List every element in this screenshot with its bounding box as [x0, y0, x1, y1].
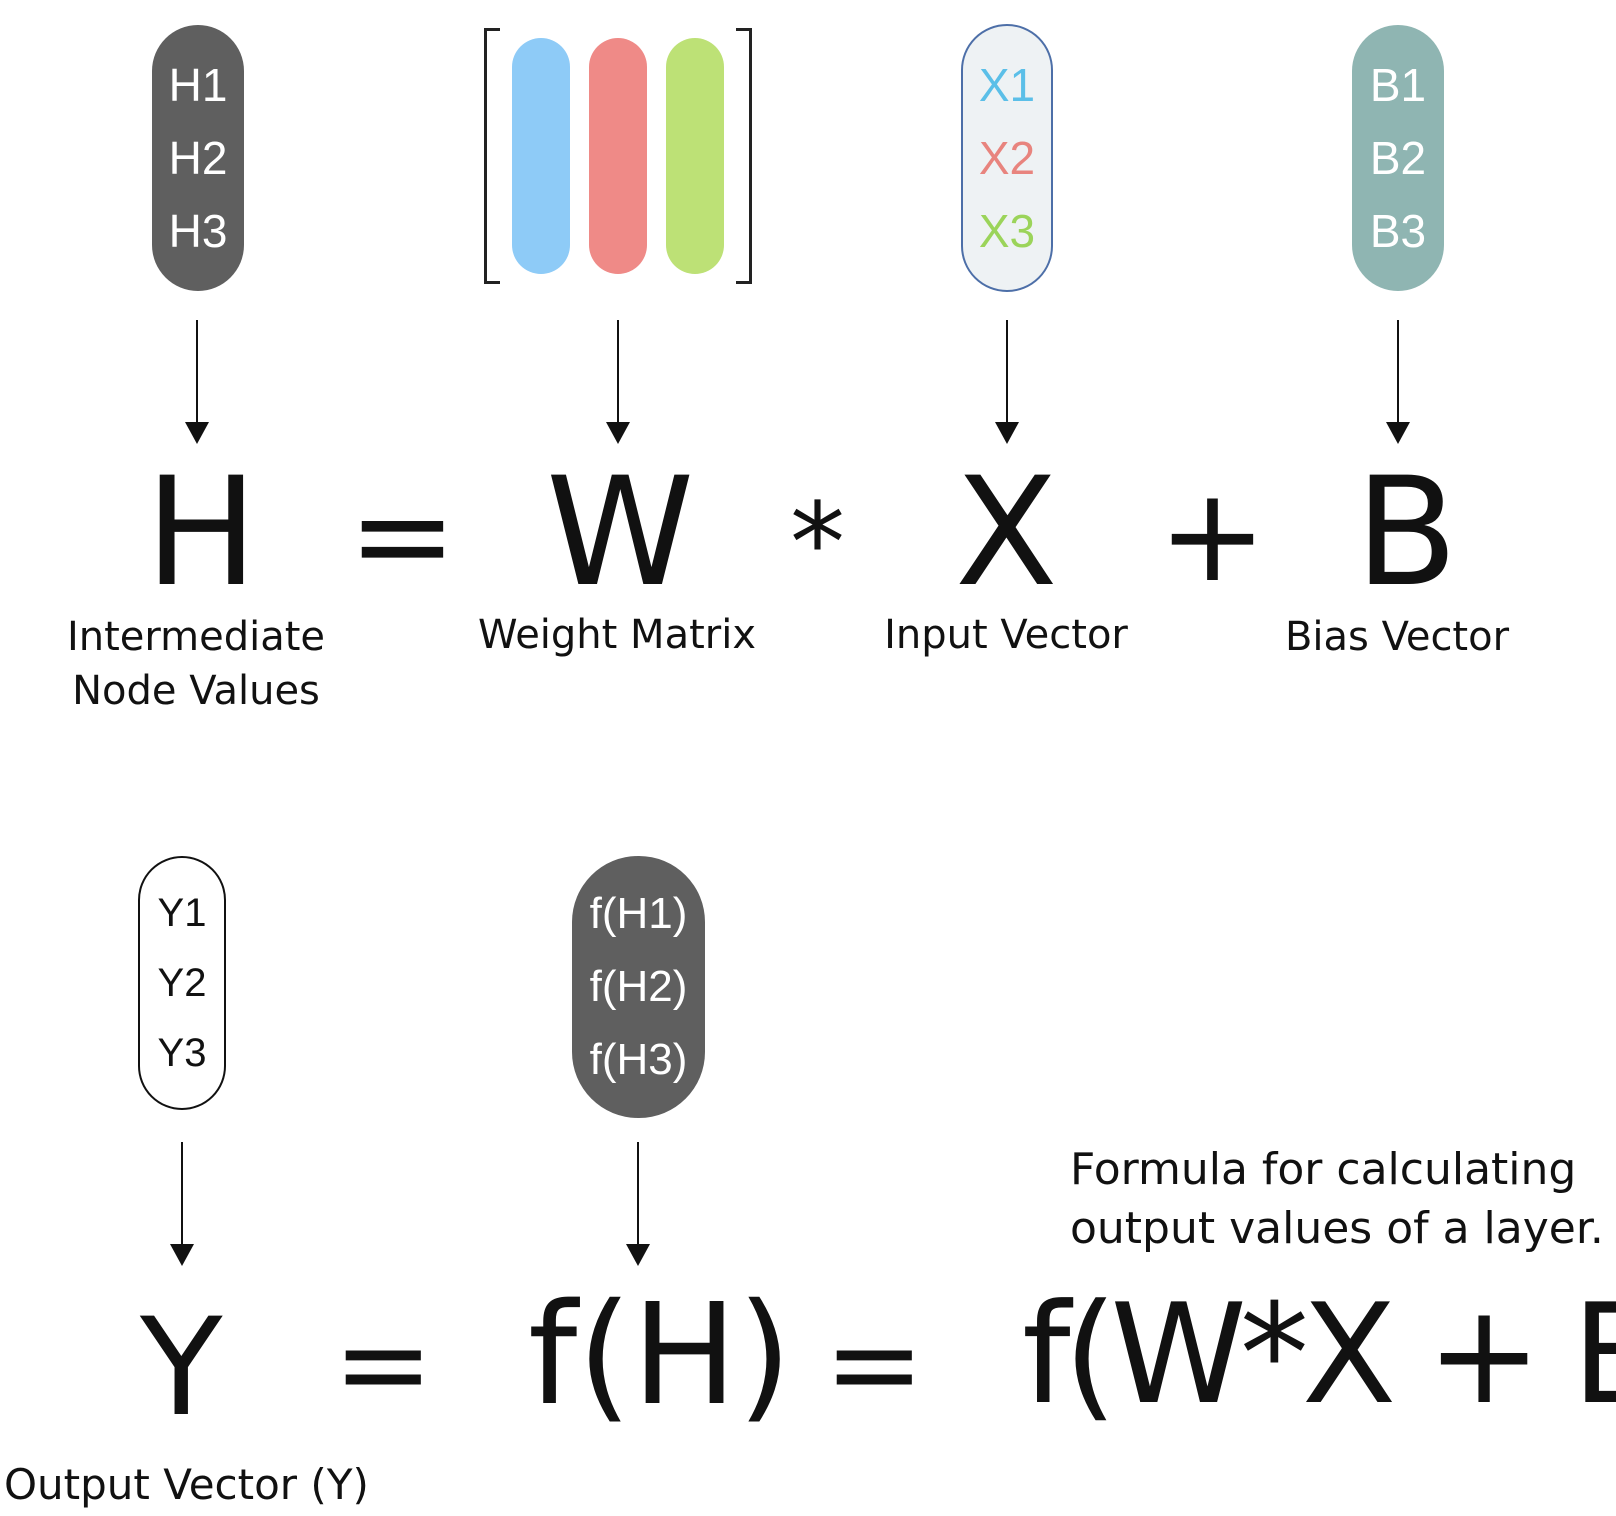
vector-entry: X1: [978, 58, 1036, 111]
weight-column-blue: [512, 38, 570, 274]
weight-column-red: [589, 38, 647, 274]
arrow-down-icon: [170, 1142, 194, 1266]
vector-entry: X3: [978, 205, 1036, 258]
full-formula: f(W*X + B): [1022, 1274, 1616, 1435]
label-line: Node Values: [72, 668, 320, 714]
symbol-x: X: [955, 446, 1058, 620]
label-line: Intermediate: [66, 614, 326, 660]
vector-entry: f(H2): [589, 961, 688, 1011]
activation-vector: f(H1) f(H2) f(H3): [572, 856, 705, 1118]
arrow-down-icon: [626, 1142, 650, 1266]
activation-of-h: f(H): [528, 1274, 792, 1437]
equals-sign: =: [348, 459, 457, 611]
symbol-b: B: [1355, 446, 1458, 620]
vector-entry: f(H1): [589, 889, 688, 939]
label-weight-matrix: Weight Matrix: [477, 612, 756, 658]
vector-entry: Y2: [157, 961, 207, 1005]
arrow-down-icon: [185, 320, 209, 444]
vector-entry: H2: [168, 131, 228, 184]
vector-entry: X2: [978, 131, 1036, 184]
vector-entry: H1: [168, 59, 228, 112]
plus-sign: +: [1158, 459, 1267, 611]
vector-entry: B3: [1369, 204, 1427, 257]
vector-entry: B1: [1369, 59, 1427, 112]
label-output-vector: Output Vector (Y): [4, 1460, 369, 1509]
symbol-h: H: [145, 446, 258, 620]
right-bracket: [736, 28, 752, 284]
symbol-w: W: [546, 446, 695, 620]
vector-entry: Y1: [157, 891, 207, 935]
label-bias-vector: Bias Vector: [1284, 614, 1510, 660]
equals-sign: =: [824, 1295, 925, 1434]
input-vector: X1 X2 X3: [961, 24, 1053, 292]
bias-vector: B1 B2 B3: [1352, 25, 1444, 291]
label-intermediate-node-values: Intermediate Node Values: [46, 610, 346, 718]
vector-entry: H3: [168, 204, 228, 257]
hidden-node-vector: H1 H2 H3: [152, 25, 244, 291]
left-bracket: [484, 28, 500, 284]
output-vector: Y1 Y2 Y3: [138, 856, 226, 1110]
arrow-down-icon: [1386, 320, 1410, 444]
label-input-vector: Input Vector: [884, 612, 1128, 658]
times-sign: *: [790, 479, 845, 607]
caption-line: Formula for calculating: [1070, 1144, 1577, 1195]
formula-caption: Formula for calculating output values of…: [1070, 1140, 1604, 1259]
caption-line: output values of a layer.: [1070, 1203, 1604, 1255]
vector-entry: B2: [1369, 131, 1427, 184]
weight-matrix-graphic: [484, 28, 752, 286]
weight-column-green: [666, 38, 724, 274]
arrow-down-icon: [606, 320, 630, 444]
arrow-down-icon: [995, 320, 1019, 444]
vector-entry: Y3: [157, 1031, 207, 1075]
symbol-y: Y: [140, 1289, 223, 1446]
equals-sign: =: [333, 1295, 434, 1434]
vector-entry: f(H3): [589, 1034, 688, 1084]
